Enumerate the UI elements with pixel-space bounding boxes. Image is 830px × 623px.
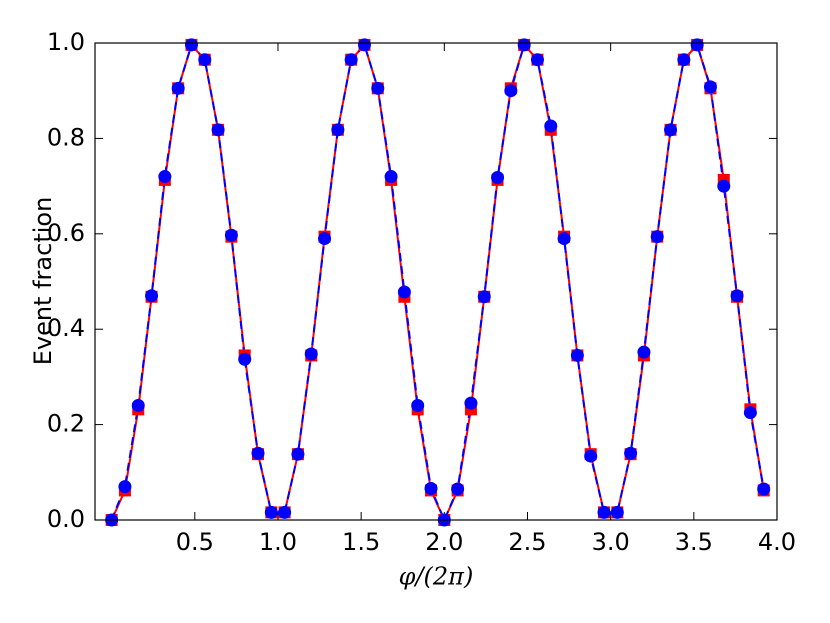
marker xyxy=(211,123,225,137)
marker xyxy=(690,38,704,52)
y-tick-label: 0.6 xyxy=(47,219,85,247)
marker xyxy=(251,446,265,460)
marker xyxy=(384,170,398,184)
y-tick-label: 0.2 xyxy=(47,410,85,438)
y-tick-label: 0.4 xyxy=(47,314,85,342)
marker xyxy=(318,232,332,246)
marker xyxy=(278,505,292,519)
plot-frame xyxy=(94,42,778,521)
marker xyxy=(304,347,318,361)
marker xyxy=(464,396,478,410)
marker xyxy=(411,399,425,413)
x-tick-label: 2.5 xyxy=(508,528,546,556)
marker xyxy=(145,289,159,303)
marker xyxy=(477,290,491,304)
marker xyxy=(451,482,465,496)
marker xyxy=(224,228,238,242)
marker xyxy=(371,81,385,95)
marker xyxy=(397,285,411,299)
x-tick-label: 1.0 xyxy=(259,528,297,556)
y-tick-label: 0.8 xyxy=(47,123,85,151)
marker xyxy=(717,179,731,193)
marker xyxy=(703,80,717,94)
marker xyxy=(757,482,771,496)
x-axis-label: φ/(2π) xyxy=(399,563,474,591)
series-line xyxy=(110,42,765,523)
marker xyxy=(624,446,638,460)
series-line xyxy=(110,42,765,523)
x-tick-label: 2.0 xyxy=(425,528,463,556)
marker xyxy=(557,232,571,246)
marker xyxy=(491,171,505,185)
marker xyxy=(743,406,757,420)
marker xyxy=(730,289,744,303)
marker xyxy=(517,38,531,52)
marker xyxy=(344,53,358,67)
marker xyxy=(610,505,624,519)
y-tick-label: 1.0 xyxy=(47,28,85,56)
marker xyxy=(171,81,185,95)
x-tick-label: 3.0 xyxy=(592,528,630,556)
marker xyxy=(118,480,132,494)
x-tick-label: 1.5 xyxy=(342,528,380,556)
marker xyxy=(264,505,278,519)
marker xyxy=(570,348,584,362)
marker xyxy=(664,123,678,137)
marker xyxy=(357,38,371,52)
y-tick-label: 0.0 xyxy=(47,505,85,533)
marker xyxy=(198,53,212,67)
marker xyxy=(184,38,198,52)
marker xyxy=(584,449,598,463)
y-axis-label: Event fraction xyxy=(29,197,57,366)
marker xyxy=(637,345,651,359)
marker xyxy=(597,505,611,519)
x-tick-label: 4.0 xyxy=(758,528,796,556)
x-tick-label: 3.5 xyxy=(675,528,713,556)
marker xyxy=(504,84,518,98)
marker xyxy=(291,447,305,461)
marker xyxy=(131,399,145,413)
marker xyxy=(530,53,544,67)
x-tick-label: 0.5 xyxy=(176,528,214,556)
marker xyxy=(238,352,252,366)
marker xyxy=(331,123,345,137)
marker xyxy=(650,230,664,244)
marker xyxy=(158,170,172,184)
marker xyxy=(544,119,558,133)
marker xyxy=(677,53,691,67)
marker xyxy=(424,482,438,496)
